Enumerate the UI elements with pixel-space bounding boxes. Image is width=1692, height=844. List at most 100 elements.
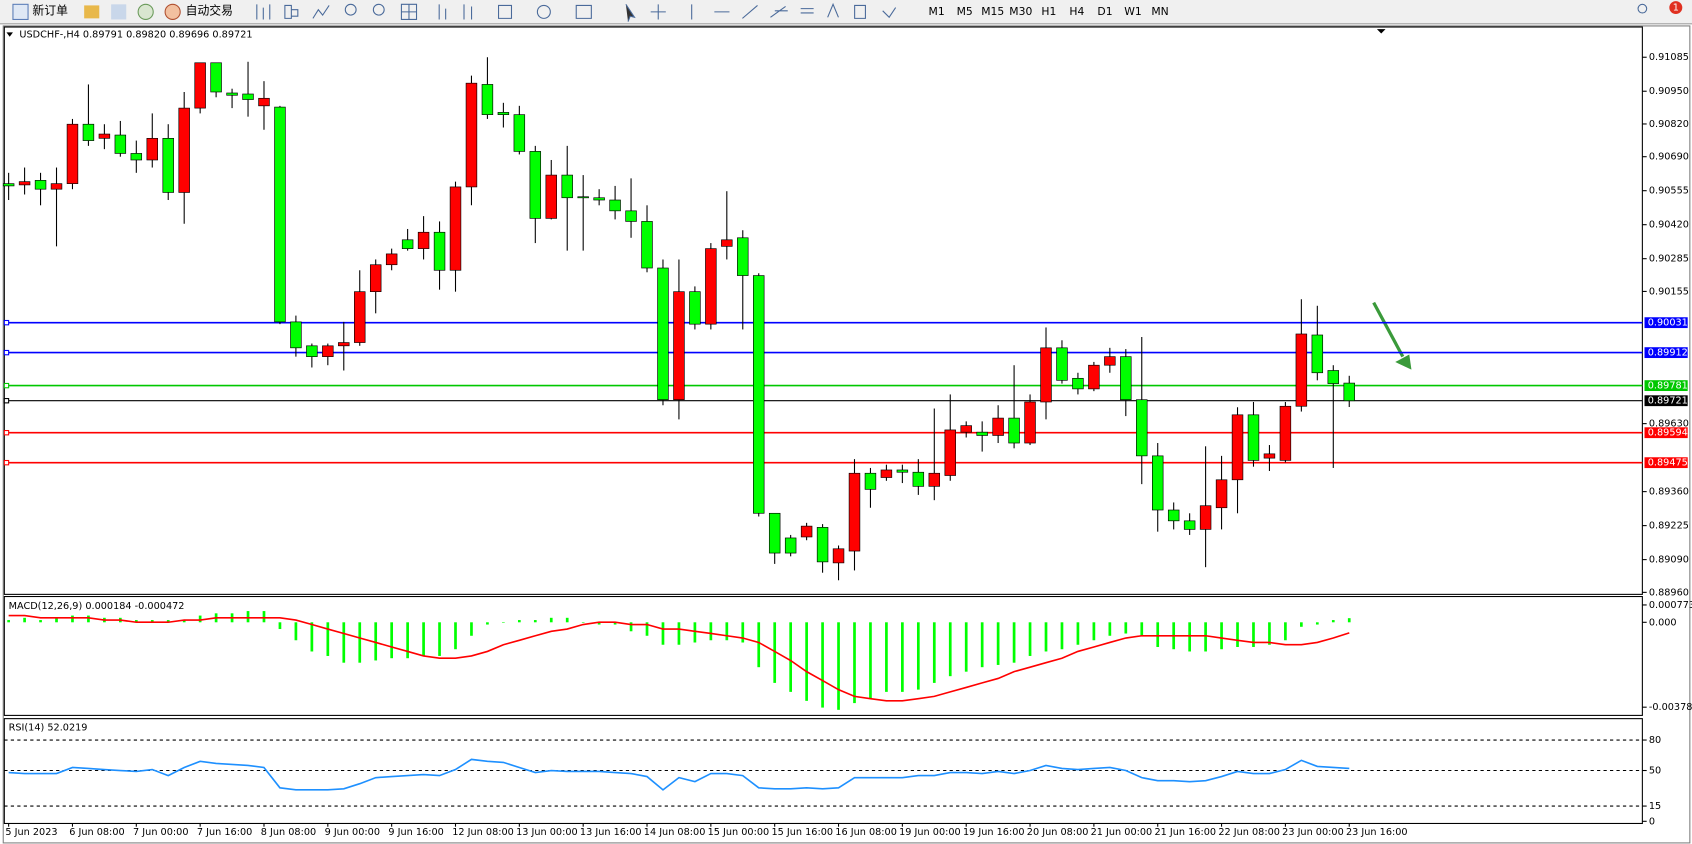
macd-bar (677, 622, 681, 645)
price-level-tag (1644, 347, 1688, 359)
candle-body (34, 180, 47, 190)
macd-bar (1156, 622, 1160, 647)
x-tick-label: 16 Jun 08:00 (835, 827, 897, 838)
indicators-icon[interactable] (497, 4, 513, 19)
candle-body (928, 472, 941, 487)
macd-bar (725, 622, 729, 641)
timeframe-button[interactable]: MN (1151, 5, 1168, 18)
macd-bar (565, 617, 569, 623)
timeframe-button[interactable]: W1 (1124, 5, 1142, 18)
periods-icon[interactable] (536, 4, 551, 19)
toolbar-icon[interactable] (111, 4, 127, 20)
price-level-handle[interactable] (3, 382, 10, 389)
fibo-icons[interactable] (770, 6, 814, 18)
candle-body (864, 472, 877, 490)
x-tick-label: 23 Jun 16:00 (1346, 827, 1408, 838)
text-icons[interactable] (827, 2, 866, 19)
macd-bar (581, 622, 585, 623)
timeframe-button[interactable]: H1 (1041, 5, 1056, 18)
candle-body (385, 253, 398, 266)
candle-body (992, 417, 1004, 436)
candle-body (657, 267, 669, 401)
candle-body (465, 82, 478, 188)
macd-bar (470, 622, 473, 636)
macd-bar (182, 620, 186, 623)
candle-body (577, 196, 589, 199)
y-tick-label: 0.89090 (1649, 555, 1689, 566)
price-level-handle[interactable] (3, 459, 10, 466)
toolbar-icon[interactable] (84, 5, 100, 19)
price-level-handle[interactable] (3, 319, 10, 326)
cursor-icon[interactable] (625, 4, 636, 22)
candle-body (1343, 382, 1355, 402)
candle-body (1295, 333, 1308, 407)
macd-bar (549, 617, 553, 623)
candle-body (401, 239, 414, 249)
macd-bar (517, 620, 521, 623)
candle-body (1247, 414, 1260, 461)
macd-bar (693, 622, 697, 643)
timeframe-button[interactable]: M15 (981, 5, 1004, 18)
price-level-handle[interactable] (3, 429, 10, 436)
macd-bar (39, 620, 42, 623)
macd-bar (1044, 622, 1048, 652)
draw-line-icons[interactable] (691, 4, 758, 20)
macd-bar (454, 622, 457, 650)
y-tick-label: 80 (1649, 735, 1661, 746)
candle-body (338, 342, 350, 347)
x-tick-label: 6 Jun 08:00 (69, 827, 124, 838)
y-tick-label: 0.90285 (1649, 254, 1689, 265)
auto-trading-icon[interactable] (164, 3, 181, 20)
price-level-handle[interactable] (3, 398, 10, 404)
macd-bar (342, 622, 346, 663)
timeframe-button[interactable]: M30 (1009, 5, 1032, 18)
y-tick-label: 0.000773 (1649, 600, 1692, 611)
x-tick-label: 19 Jun 16:00 (963, 827, 1025, 838)
candle-body (50, 183, 63, 190)
timeframe-button[interactable]: M1 (929, 5, 945, 18)
y-tick-label: 0.90555 (1649, 186, 1689, 197)
scroll-icon[interactable] (438, 4, 473, 20)
new-order-icon[interactable] (12, 3, 29, 20)
notification-badge[interactable] (1669, 1, 1683, 15)
macd-bar (486, 622, 489, 625)
candle-body (210, 62, 222, 93)
rsi-line (8, 758, 1350, 791)
candle-body (832, 548, 845, 564)
chart-menu-triangle[interactable] (6, 32, 13, 37)
toolbar (0, 0, 1692, 24)
macd-bar (629, 622, 633, 632)
macd-bar (853, 622, 856, 704)
candle-body (417, 231, 430, 249)
price-level-handle[interactable] (3, 349, 10, 356)
zoom-in-icon[interactable] (344, 3, 357, 16)
new-order-button[interactable]: 新订单 (32, 3, 68, 17)
candle-body (816, 527, 829, 563)
search-icon[interactable] (1637, 3, 1648, 14)
toolbar-icon[interactable] (137, 3, 154, 20)
x-tick-label: 12 Jun 08:00 (452, 827, 514, 838)
candle-body (1136, 399, 1148, 457)
timeframe-button[interactable]: H4 (1069, 5, 1084, 18)
candle-body (561, 174, 573, 199)
macd-bar (1012, 622, 1016, 663)
candle-body (753, 275, 765, 514)
macd-bar (613, 622, 617, 625)
chart-title: USDCHF-,H4 0.89791 0.89820 0.89696 0.897… (19, 30, 252, 41)
arrow-icon[interactable] (882, 7, 897, 19)
macd-bar (150, 620, 154, 623)
bar-chart-icon[interactable] (256, 4, 271, 20)
line-chart-icon[interactable] (312, 5, 330, 19)
crosshair-icon[interactable] (650, 4, 666, 20)
tile-icon[interactable] (400, 3, 418, 20)
candle-chart-icon[interactable] (284, 4, 299, 19)
candle-body (306, 345, 318, 357)
timeframe-button[interactable]: D1 (1097, 5, 1112, 18)
x-tick-label: 9 Jun 16:00 (388, 827, 443, 838)
candle-body (226, 92, 238, 96)
price-level-label: 0.89781 (1648, 381, 1688, 392)
templates-icon[interactable] (575, 4, 592, 19)
auto-trading-button[interactable]: 自动交易 (186, 3, 233, 17)
zoom-out-icon[interactable] (372, 3, 385, 16)
timeframe-button[interactable]: M5 (957, 5, 973, 18)
